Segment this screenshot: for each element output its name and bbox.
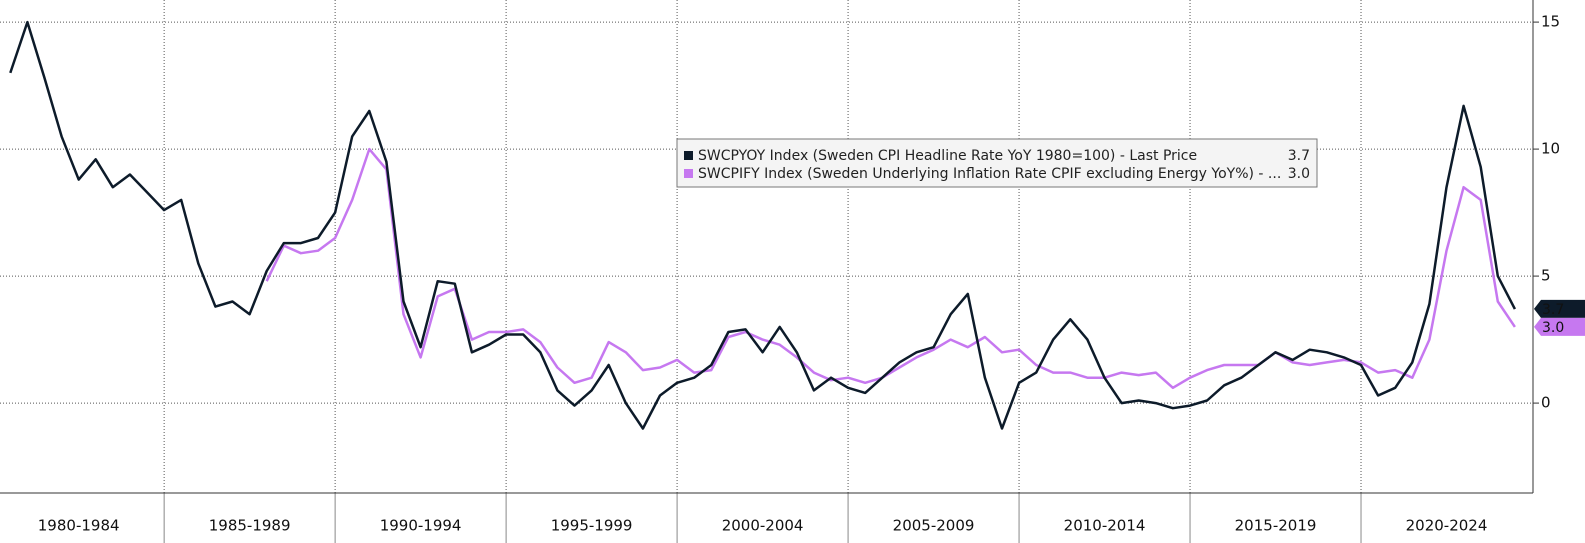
last-value-label: 3.0	[1542, 320, 1564, 336]
x-tick-label: 1985-1989	[209, 517, 291, 535]
x-tick-label: 1995-1999	[551, 517, 633, 535]
plot	[9, 20, 1517, 430]
x-tick-label: 2020-2024	[1406, 517, 1488, 535]
legend-label: SWCPIFY Index (Sweden Underlying Inflati…	[698, 166, 1281, 182]
legend-swatch	[684, 169, 693, 178]
x-tick-label: 2015-2019	[1235, 517, 1317, 535]
last-value-flag	[1534, 317, 1585, 336]
x-tick-label: 1990-1994	[380, 517, 462, 535]
x-tick-label: 2005-2009	[893, 517, 975, 535]
legend-box	[676, 138, 1318, 188]
legend-label: SWCPYOY Index (Sweden CPI Headline Rate …	[698, 148, 1197, 164]
legend-last-value: 3.0	[1288, 166, 1310, 182]
x-tick-label: 2000-2004	[722, 517, 804, 535]
last-value-flag	[1534, 299, 1585, 318]
last-value-flags: 3.73.0	[1534, 299, 1585, 336]
legend-swatch	[684, 151, 693, 160]
series-line	[9, 20, 1517, 430]
legend: SWCPYOY Index (Sweden CPI Headline Rate …	[676, 138, 1318, 188]
x-tick-label: 1980-1984	[38, 517, 120, 535]
x-tick-label: 2010-2014	[1064, 517, 1146, 535]
last-value-label: 3.7	[1542, 302, 1564, 318]
y-tick-label: 15	[1541, 13, 1560, 31]
y-tick-label: 5	[1541, 267, 1551, 285]
y-tick-label: 0	[1541, 394, 1551, 412]
legend-last-value: 3.7	[1288, 148, 1310, 164]
series-line	[265, 147, 1516, 390]
y-tick-label: 10	[1541, 140, 1560, 158]
